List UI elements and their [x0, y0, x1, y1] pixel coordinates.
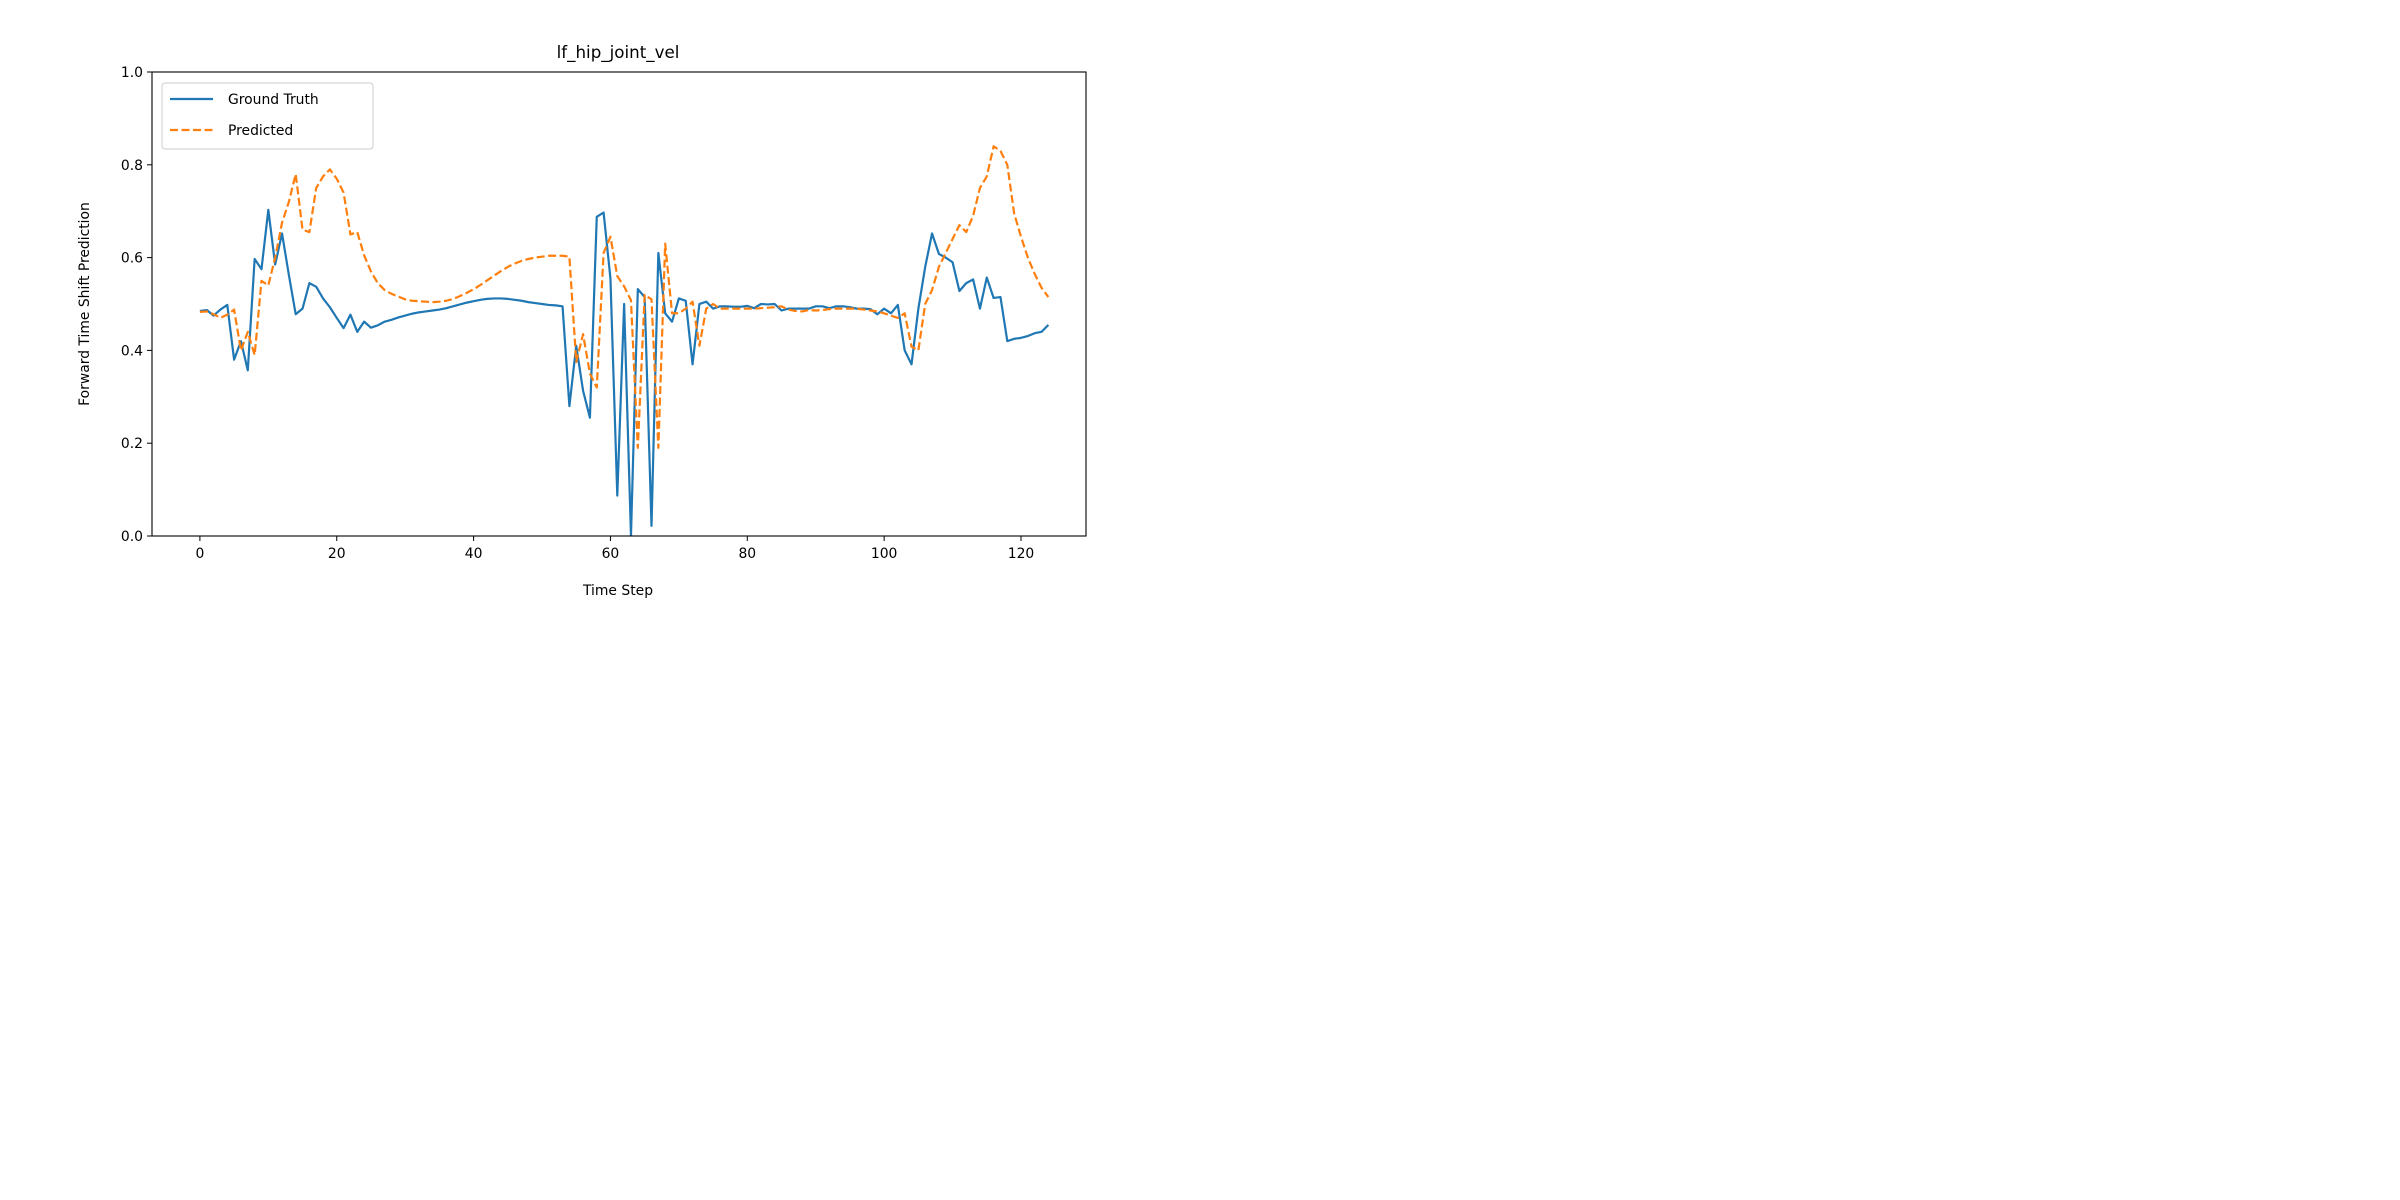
legend-box — [161, 82, 374, 150]
x-tick-label: 20 — [328, 546, 346, 562]
x-tick-label: 0 — [195, 546, 204, 562]
x-tick-label: 120 — [1008, 546, 1035, 562]
y-tick-label: 0.8 — [121, 158, 143, 174]
chart-container: lf_hip_joint_vel 0 20 40 60 80 100 120 0.0 0.2 0… — [0, 0, 1200, 600]
x-axis-label: Time Step — [582, 583, 653, 599]
x-tick-label: 40 — [465, 546, 483, 562]
x-tick-label: 60 — [602, 546, 620, 562]
y-axis-label: Forward Time Shift Prediction — [77, 202, 93, 406]
legend-label-ground-truth: Ground Truth — [228, 92, 319, 108]
series-line-ground-truth — [199, 208, 1050, 536]
legend-label-predicted: Predicted — [228, 123, 293, 139]
y-tick-label: 0.4 — [121, 343, 143, 359]
y-tick-label: 0.2 — [121, 436, 143, 452]
series-layer — [199, 145, 1050, 536]
y-tick-label: 0.6 — [121, 251, 143, 267]
plot-frame — [151, 71, 1087, 537]
x-axis: 0 20 40 60 80 100 120 — [195, 536, 1034, 562]
x-tick-label: 100 — [871, 546, 898, 562]
line-chart: lf_hip_joint_vel 0 20 40 60 80 100 120 0.00.20… — [77, 42, 1087, 599]
legend: Ground Truth Predicted — [161, 82, 374, 150]
x-tick-label: 80 — [738, 546, 756, 562]
chart-title: lf_hip_joint_vel — [557, 42, 680, 63]
y-tick-label: 1.0 — [121, 65, 143, 81]
y-tick-label: 0.0 — [121, 529, 143, 545]
y-axis: 0.0 0.2 0.4 0.6 0.8 1.0 — [121, 65, 152, 545]
series-line-predicted — [199, 145, 1050, 449]
